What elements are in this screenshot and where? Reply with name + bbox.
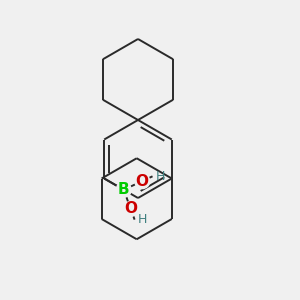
Text: O: O (136, 174, 149, 189)
Text: H: H (156, 170, 166, 183)
Text: O: O (124, 201, 137, 216)
Text: H: H (138, 213, 148, 226)
Circle shape (123, 201, 138, 216)
Circle shape (116, 182, 131, 197)
Text: B: B (118, 182, 130, 197)
Circle shape (135, 174, 150, 189)
